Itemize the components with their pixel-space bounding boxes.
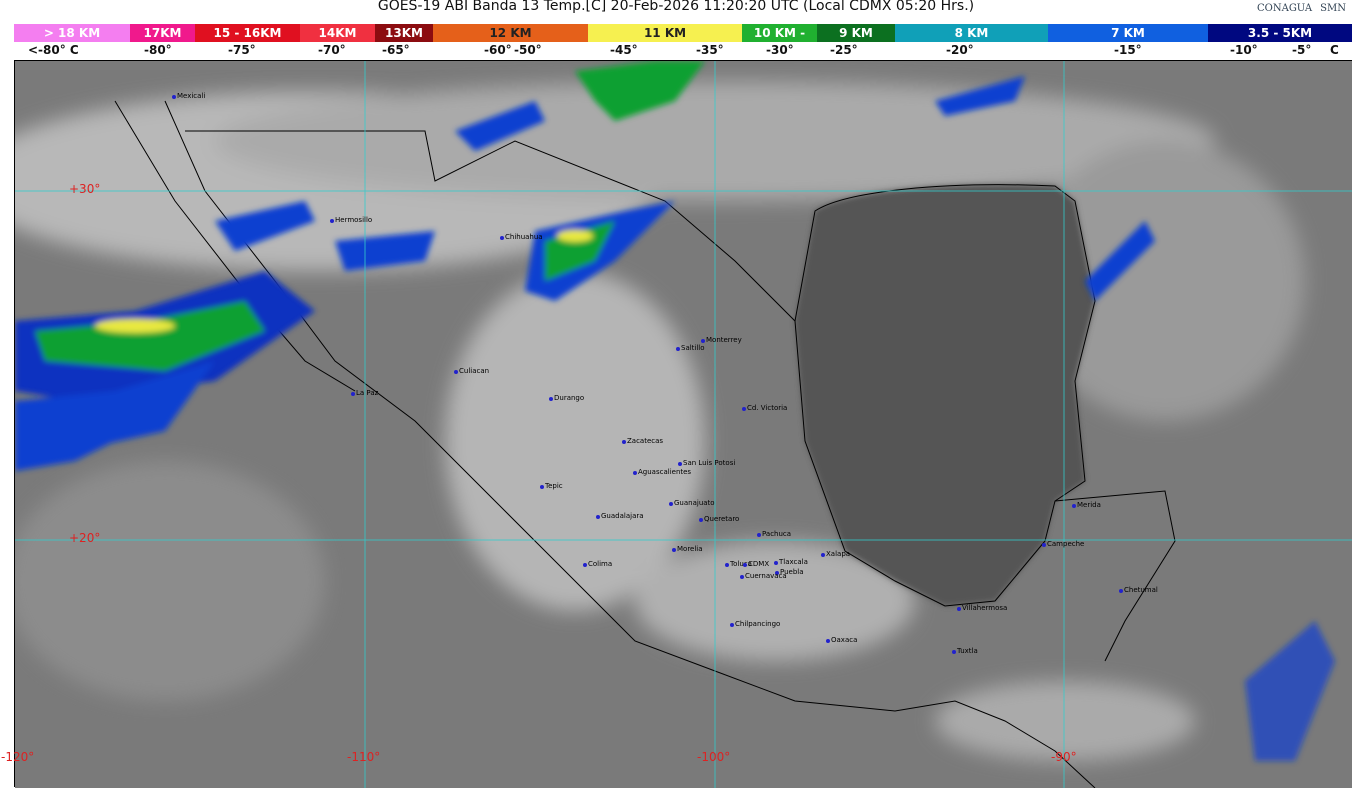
latitude-label-20: +20° — [69, 531, 101, 545]
scale-segment: 17KM — [130, 24, 195, 42]
city-label: San Luis Potosi — [677, 459, 736, 467]
city-label: Cuernavaca — [740, 572, 787, 580]
city-label: Pachuca — [756, 530, 792, 538]
temperature-tick: -70° — [318, 43, 346, 57]
city-label: Chetumal — [1119, 586, 1158, 594]
temperature-tick: -5° — [1292, 43, 1312, 57]
city-label: Queretaro — [698, 515, 740, 523]
scale-segment: 14KM — [300, 24, 375, 42]
satellite-map: +30° +20° -120° -110° -100° -90° Mexical… — [0, 60, 1352, 789]
city-label: Chihuahua — [500, 233, 543, 241]
temperature-scale: <-80° C -80° -75° -70° -65° -60° -50° -45° -35° -… — [0, 43, 1352, 60]
longitude-label-120: -120° — [1, 750, 35, 764]
city-label: Puebla — [775, 568, 804, 576]
temperature-tick: -75° — [228, 43, 256, 57]
city-label: Cd. Victoria — [741, 404, 788, 412]
temperature-tick: -35° — [696, 43, 724, 57]
temperature-tick: -45° — [610, 43, 638, 57]
city-label: Durango — [548, 394, 585, 402]
scale-segment: 10 KM - — [742, 24, 817, 42]
city-label: Campeche — [1041, 540, 1085, 548]
city-label: Saltillo — [676, 344, 705, 352]
agency-logos: CONAGUA SMN — [1257, 3, 1346, 14]
city-label: Culiacan — [453, 367, 490, 375]
city-label: Tuxtla — [952, 647, 978, 655]
conagua-logo: CONAGUA — [1257, 3, 1313, 14]
scale-segment: 3.5 - 5KM — [1208, 24, 1352, 42]
scale-segment: 7 KM — [1048, 24, 1208, 42]
temperature-tick: -25° — [830, 43, 858, 57]
scale-segment: 12 KM — [433, 24, 588, 42]
temperature-tick: -20° — [946, 43, 974, 57]
longitude-label-90: -90° — [1051, 750, 1077, 764]
city-label: Chilpancingo — [729, 620, 781, 628]
city-label: Merida — [1072, 501, 1101, 509]
city-label: Mexicali — [171, 92, 206, 100]
temperature-tick: -15° — [1114, 43, 1142, 57]
scale-segment: 11 KM — [588, 24, 742, 42]
satellite-image — [0, 61, 1352, 789]
city-label: CDMX — [742, 560, 770, 568]
scale-segment: > 18 KM — [14, 24, 130, 42]
city-label: Tlaxcala — [774, 558, 808, 566]
temperature-tick: -30° — [766, 43, 794, 57]
city-label: Morelia — [672, 545, 703, 553]
latitude-label-30: +30° — [69, 182, 101, 196]
city-label: Aguascalientes — [632, 468, 692, 476]
scale-segment: 9 KM — [817, 24, 895, 42]
image-title: GOES-19 ABI Banda 13 Temp.[C] 20-Feb-202… — [377, 0, 975, 14]
temperature-tick: <-80° C — [28, 43, 79, 57]
city-label: Guanajuato — [669, 499, 715, 507]
city-label: Toluca — [725, 560, 752, 568]
temperature-tick: -65° — [382, 43, 410, 57]
city-label: Zacatecas — [621, 437, 664, 445]
city-label: Monterrey — [701, 336, 742, 344]
temperature-tick: -80° — [144, 43, 172, 57]
color-scale-bar: > 18 KM 17KM 15 - 16KM 14KM 13KM 12 KM 11 KM 10… — [14, 24, 1352, 42]
temperature-tick: -60° — [484, 43, 512, 57]
scale-segment: 15 - 16KM — [195, 24, 300, 42]
scale-segment: 13KM — [375, 24, 433, 42]
city-label: Hermosillo — [329, 216, 373, 224]
temperature-tick: -50° — [514, 43, 542, 57]
city-label: Guadalajara — [596, 512, 644, 520]
city-label: Villahermosa — [956, 604, 1008, 612]
cloud-bands — [15, 61, 1335, 761]
longitude-label-110: -110° — [347, 750, 381, 764]
city-label: Colima — [582, 560, 613, 568]
temperature-tick: -10° — [1230, 43, 1258, 57]
scale-segment: 8 KM — [895, 24, 1048, 42]
temperature-tick: C — [1330, 43, 1339, 57]
city-label: La Paz — [350, 389, 379, 397]
city-label: Xalapa — [820, 550, 851, 558]
city-label: Oaxaca — [825, 636, 858, 644]
longitude-label-100: -100° — [697, 750, 731, 764]
city-label: Tepic — [540, 482, 563, 490]
smn-logo: SMN — [1320, 3, 1346, 14]
